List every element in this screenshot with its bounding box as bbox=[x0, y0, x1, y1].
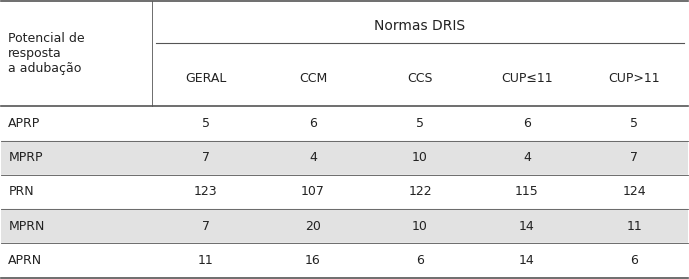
Bar bbox=[1, 243, 688, 278]
Text: MPRN: MPRN bbox=[8, 220, 45, 233]
Text: 10: 10 bbox=[412, 220, 428, 233]
Text: CCS: CCS bbox=[407, 72, 433, 85]
Text: 14: 14 bbox=[519, 220, 535, 233]
Bar bbox=[1, 106, 688, 141]
Text: 5: 5 bbox=[202, 117, 210, 130]
Text: 7: 7 bbox=[202, 220, 210, 233]
Text: Normas DRIS: Normas DRIS bbox=[374, 19, 466, 33]
Text: 16: 16 bbox=[305, 254, 321, 267]
Text: 6: 6 bbox=[523, 117, 531, 130]
Text: GERAL: GERAL bbox=[185, 72, 227, 85]
Text: 6: 6 bbox=[309, 117, 317, 130]
Text: 4: 4 bbox=[523, 151, 531, 164]
Bar bbox=[1, 209, 688, 243]
Text: MPRP: MPRP bbox=[8, 151, 43, 164]
Bar bbox=[1, 141, 688, 175]
Text: 20: 20 bbox=[305, 220, 321, 233]
Text: 6: 6 bbox=[630, 254, 638, 267]
Text: APRP: APRP bbox=[8, 117, 41, 130]
Text: APRN: APRN bbox=[8, 254, 43, 267]
Text: 10: 10 bbox=[412, 151, 428, 164]
Text: CCM: CCM bbox=[299, 72, 327, 85]
Text: 14: 14 bbox=[519, 254, 535, 267]
Text: 115: 115 bbox=[515, 186, 539, 198]
Text: Potencial de
resposta
a adubação: Potencial de resposta a adubação bbox=[8, 32, 85, 75]
Text: 11: 11 bbox=[626, 220, 642, 233]
Text: 4: 4 bbox=[309, 151, 317, 164]
Text: 124: 124 bbox=[622, 186, 646, 198]
Text: 5: 5 bbox=[416, 117, 424, 130]
Text: 123: 123 bbox=[194, 186, 218, 198]
Text: 7: 7 bbox=[630, 151, 638, 164]
Text: CUP≤11: CUP≤11 bbox=[501, 72, 553, 85]
Text: 11: 11 bbox=[198, 254, 214, 267]
Text: CUP>11: CUP>11 bbox=[608, 72, 660, 85]
Text: 107: 107 bbox=[301, 186, 325, 198]
Text: 7: 7 bbox=[202, 151, 210, 164]
Bar bbox=[1, 175, 688, 209]
Text: 122: 122 bbox=[408, 186, 432, 198]
Text: PRN: PRN bbox=[8, 186, 34, 198]
Text: 6: 6 bbox=[416, 254, 424, 267]
Text: 5: 5 bbox=[630, 117, 638, 130]
